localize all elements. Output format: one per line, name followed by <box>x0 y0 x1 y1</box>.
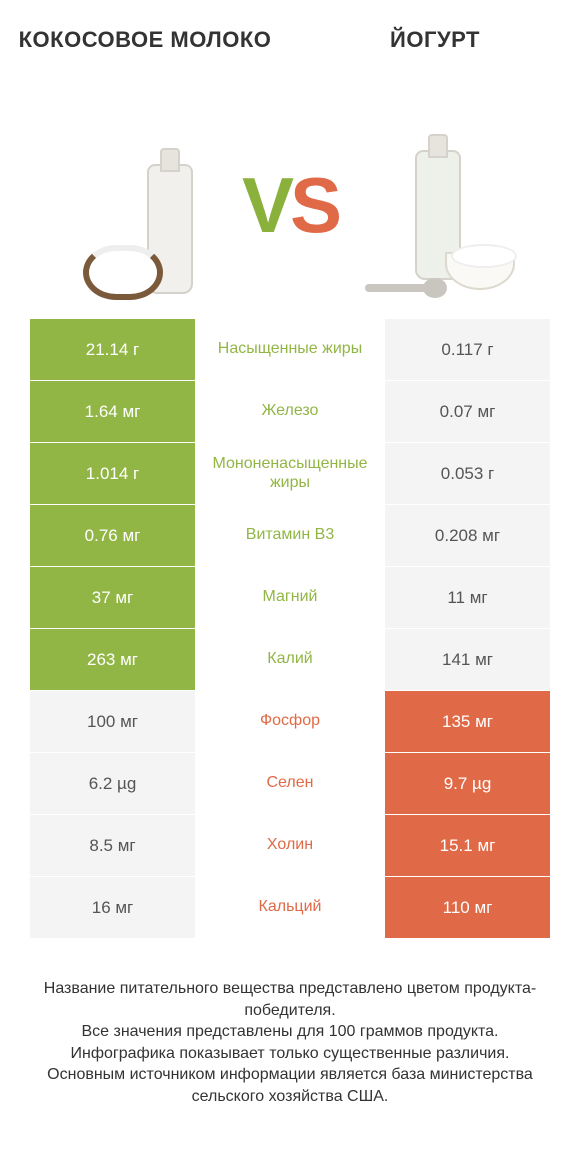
nutrient-label: Магний <box>195 567 385 628</box>
nutrient-label: Железо <box>195 381 385 442</box>
vs-v-letter: V <box>242 161 290 249</box>
nutrient-label: Витамин B3 <box>195 505 385 566</box>
nutrient-label: Калий <box>195 629 385 690</box>
footer-note: Название питательного вещества представл… <box>30 978 550 1108</box>
nutrient-label: Холин <box>195 815 385 876</box>
nutrient-label: Мононенасыщенные жиры <box>195 443 385 504</box>
nutrient-label: Фосфор <box>195 691 385 752</box>
coconut-milk-icon <box>65 130 225 310</box>
nutrition-row: 6.2 µgСелен9.7 µg <box>30 752 550 814</box>
footer-line-3: Инфографика показывает только существенн… <box>30 1043 550 1065</box>
nutrition-row: 263 мгКалий141 мг <box>30 628 550 690</box>
nutrition-row: 37 мгМагний11 мг <box>30 566 550 628</box>
header-right: ЙОГУРТ <box>290 0 580 54</box>
nutrition-row: 8.5 мгХолин15.1 мг <box>30 814 550 876</box>
footer-line-1: Название питательного вещества представл… <box>30 978 550 1021</box>
nutrition-row: 1.64 мгЖелезо0.07 мг <box>30 380 550 442</box>
nutrition-row: 0.76 мгВитамин B30.208 мг <box>30 504 550 566</box>
footer-line-2: Все значения представлены для 100 граммо… <box>30 1021 550 1043</box>
vs-badge: VS <box>242 166 338 244</box>
right-value-cell: 135 мг <box>385 691 550 752</box>
nutrition-row: 16 мгКальций110 мг <box>30 876 550 938</box>
header: КОКОСОВОЕ МОЛОКО ЙОГУРТ <box>0 0 580 100</box>
left-value-cell: 263 мг <box>30 629 195 690</box>
left-value-cell: 100 мг <box>30 691 195 752</box>
right-value-cell: 0.208 мг <box>385 505 550 566</box>
vs-s-letter: S <box>290 161 338 249</box>
left-value-cell: 37 мг <box>30 567 195 628</box>
nutrition-row: 21.14 гНасыщенные жиры0.117 г <box>30 318 550 380</box>
right-value-cell: 15.1 мг <box>385 815 550 876</box>
yogurt-icon <box>355 130 515 310</box>
nutrient-label: Насыщенные жиры <box>195 319 385 380</box>
left-value-cell: 21.14 г <box>30 319 195 380</box>
right-value-cell: 0.117 г <box>385 319 550 380</box>
right-value-cell: 141 мг <box>385 629 550 690</box>
right-value-cell: 0.07 мг <box>385 381 550 442</box>
right-value-cell: 110 мг <box>385 877 550 938</box>
header-left: КОКОСОВОЕ МОЛОКО <box>0 0 290 54</box>
left-value-cell: 1.014 г <box>30 443 195 504</box>
left-value-cell: 6.2 µg <box>30 753 195 814</box>
footer-line-4: Основным источником информации является … <box>30 1064 550 1107</box>
images-row: VS <box>0 100 580 310</box>
right-value-cell: 0.053 г <box>385 443 550 504</box>
left-value-cell: 1.64 мг <box>30 381 195 442</box>
nutrient-label: Селен <box>195 753 385 814</box>
left-value-cell: 0.76 мг <box>30 505 195 566</box>
left-value-cell: 16 мг <box>30 877 195 938</box>
nutrition-table: 21.14 гНасыщенные жиры0.117 г1.64 мгЖеле… <box>30 318 550 938</box>
right-product-title: ЙОГУРТ <box>290 26 580 54</box>
nutrition-row: 1.014 гМононенасыщенные жиры0.053 г <box>30 442 550 504</box>
left-product-title: КОКОСОВОЕ МОЛОКО <box>0 26 290 54</box>
nutrient-label: Кальций <box>195 877 385 938</box>
left-value-cell: 8.5 мг <box>30 815 195 876</box>
nutrition-row: 100 мгФосфор135 мг <box>30 690 550 752</box>
right-value-cell: 11 мг <box>385 567 550 628</box>
right-value-cell: 9.7 µg <box>385 753 550 814</box>
